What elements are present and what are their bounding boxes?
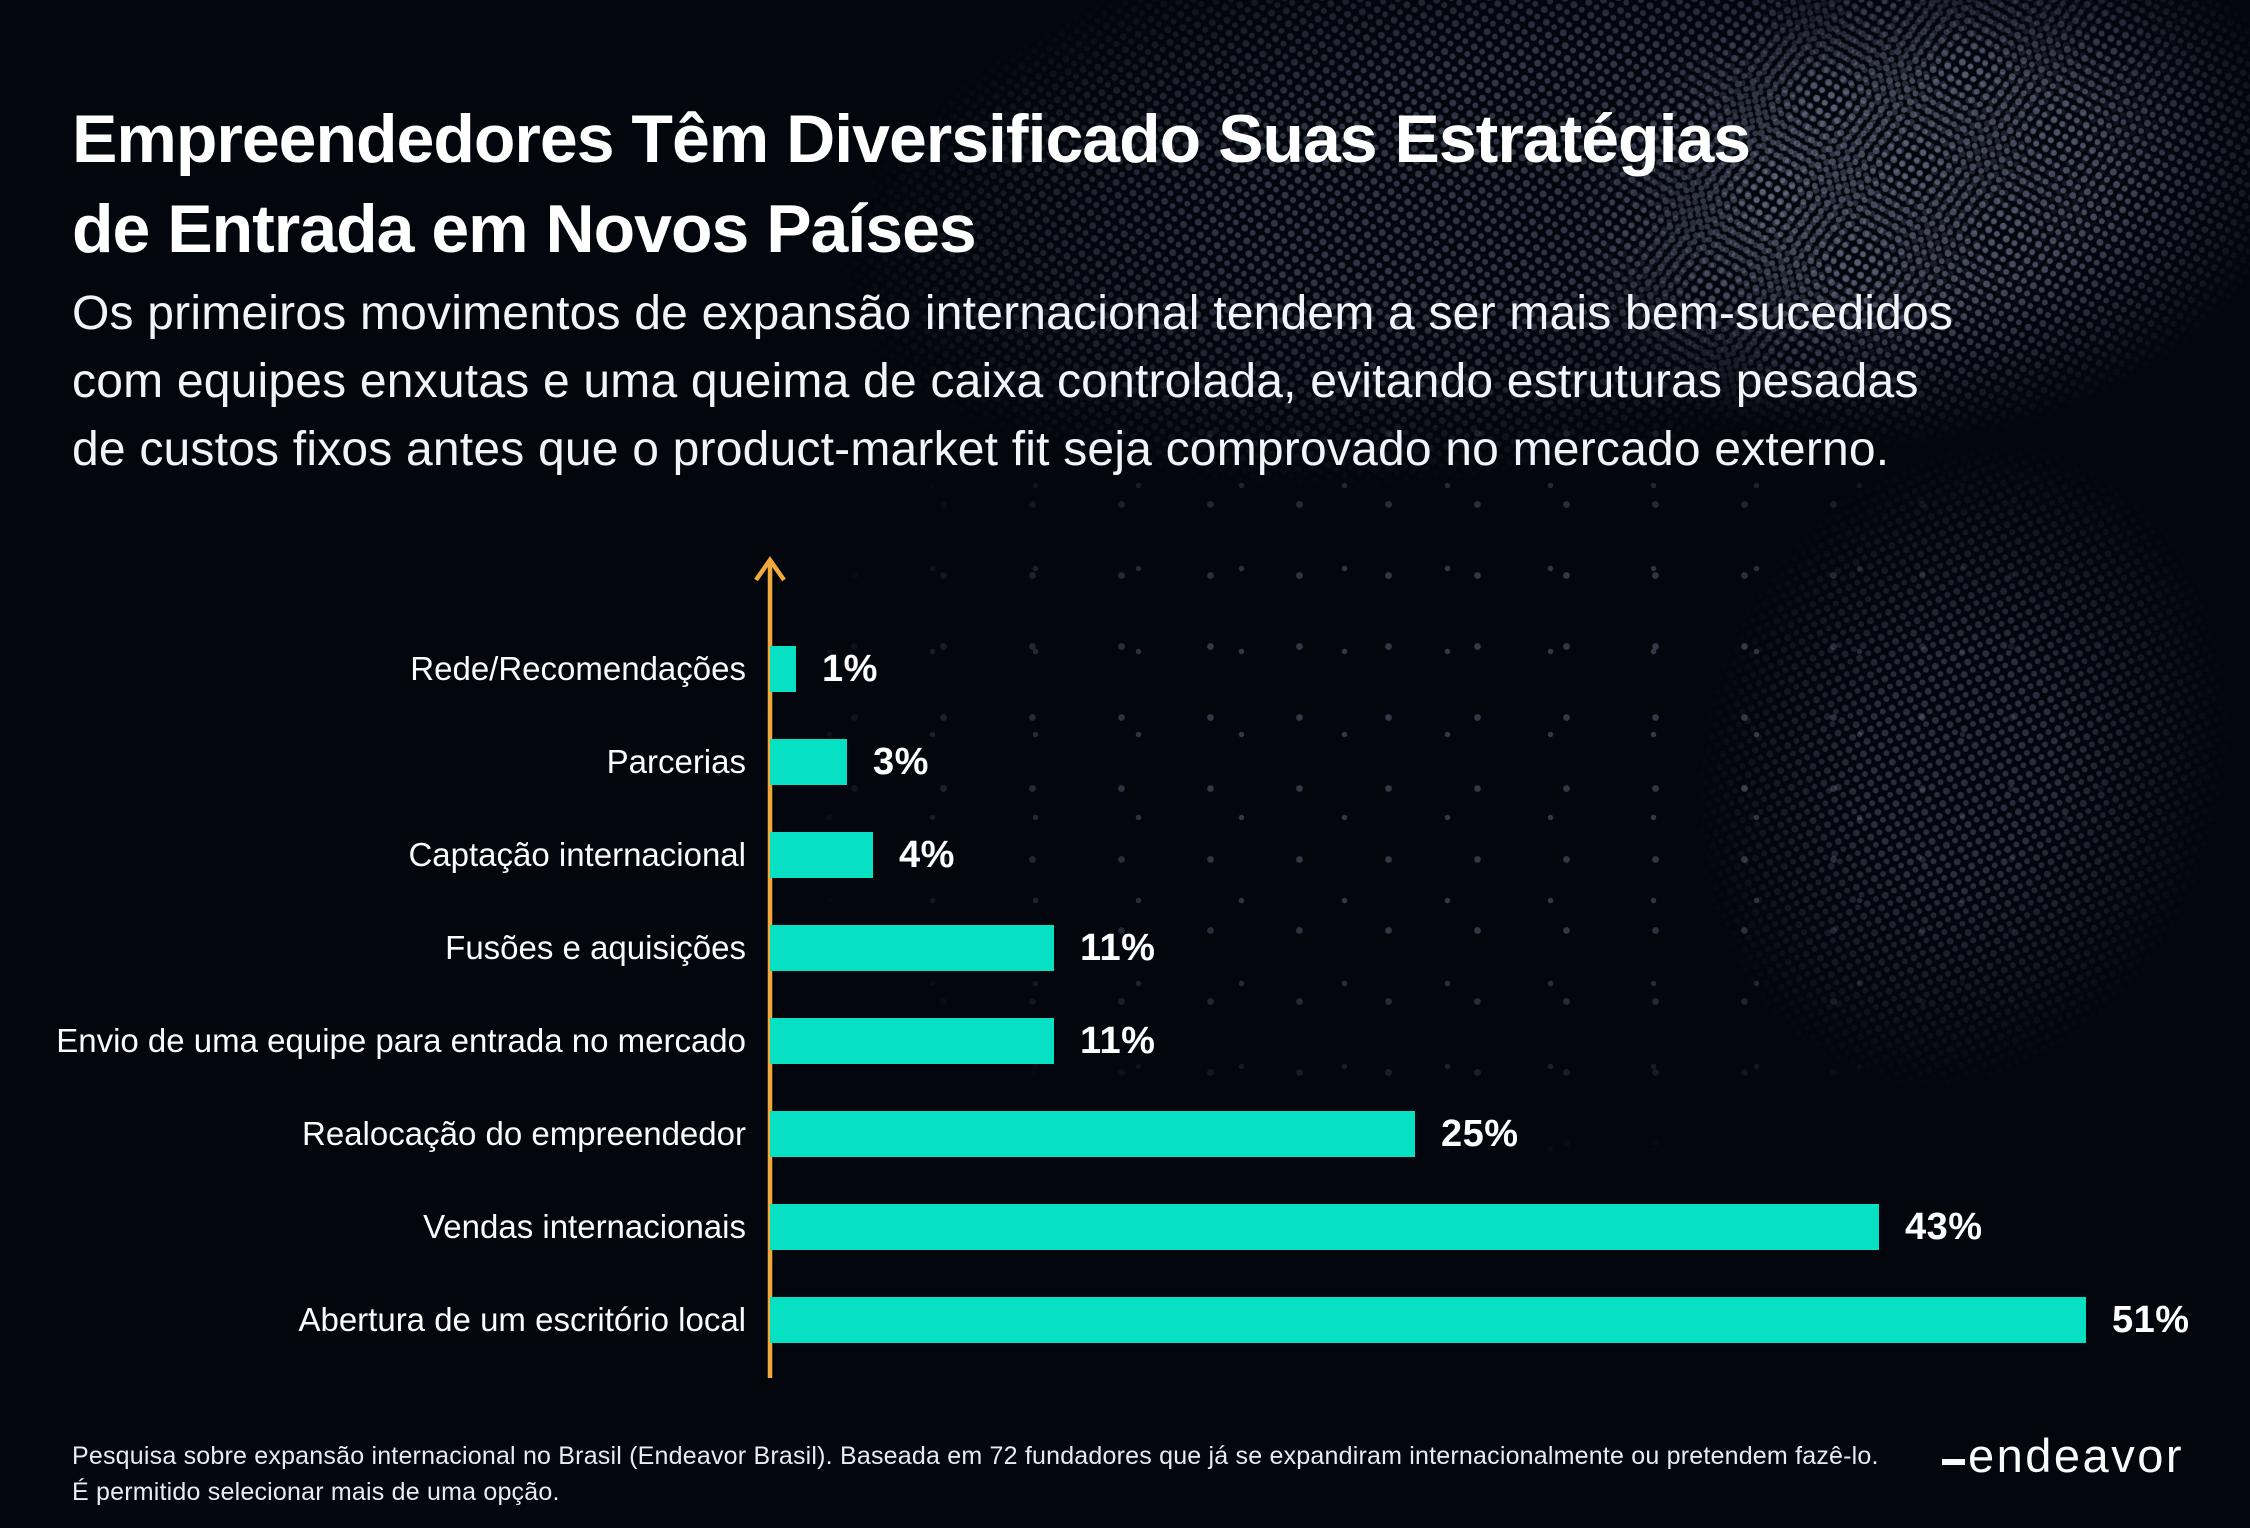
- value-label: 43%: [1905, 1205, 1983, 1248]
- bar-row: Vendas internacionais 43%: [0, 1204, 2250, 1250]
- bar: [770, 1204, 1879, 1250]
- value-label: 51%: [2112, 1298, 2190, 1341]
- bar: [770, 1018, 1054, 1064]
- bar-row: Fusões e aquisições 11%: [0, 925, 2250, 971]
- bar-row: Envio de uma equipe para entrada no merc…: [0, 1018, 2250, 1064]
- bar-row: Realocação do empreendedor 25%: [0, 1111, 2250, 1157]
- category-label: Envio de uma equipe para entrada no merc…: [56, 1022, 746, 1059]
- page-title: Empreendedores Têm Diversificado Suas Es…: [72, 94, 2172, 274]
- category-label: Realocação do empreendedor: [302, 1115, 746, 1152]
- bar: [770, 1297, 2086, 1343]
- value-label: 25%: [1441, 1112, 1519, 1155]
- header: Empreendedores Têm Diversificado Suas Es…: [72, 94, 2172, 484]
- value-label: 11%: [1080, 926, 1156, 969]
- bar-row: Abertura de um escritório local 51%: [0, 1297, 2250, 1343]
- source-note-line-1: Pesquisa sobre expansão internacional no…: [72, 1442, 1879, 1470]
- title-line-1: Empreendedores Têm Diversificado Suas Es…: [72, 101, 1751, 177]
- bar-row: Rede/Recomendações 1%: [0, 646, 2250, 692]
- bar: [770, 925, 1054, 971]
- category-label: Abertura de um escritório local: [298, 1301, 746, 1338]
- category-label: Rede/Recomendações: [410, 650, 746, 687]
- value-label: 4%: [899, 833, 955, 876]
- source-note-line-2: É permitido selecionar mais de uma opção…: [72, 1478, 560, 1506]
- bar: [770, 1111, 1415, 1157]
- endeavor-logo: endeavor: [1942, 1428, 2184, 1483]
- bar: [770, 646, 796, 692]
- subtitle: Os primeiros movimentos de expansão inte…: [72, 280, 2172, 484]
- category-label: Parcerias: [606, 743, 746, 780]
- category-label: Vendas internacionais: [423, 1208, 746, 1245]
- source-note: Pesquisa sobre expansão internacional no…: [72, 1438, 1879, 1510]
- logo-wordmark: endeavor: [1968, 1429, 2184, 1482]
- bar-row: Parcerias 3%: [0, 739, 2250, 785]
- bar: [770, 832, 873, 878]
- logo-dash-icon: [1942, 1458, 1965, 1465]
- subtitle-line-2: com equipes enxutas e uma queima de caix…: [72, 355, 1919, 408]
- bar-row: Captação internacional 4%: [0, 832, 2250, 878]
- title-line-2: de Entrada em Novos Países: [72, 191, 977, 267]
- value-label: 11%: [1080, 1019, 1156, 1062]
- subtitle-line-3: de custos fixos antes que o product-mark…: [72, 423, 1890, 476]
- value-label: 1%: [822, 647, 878, 690]
- category-label: Captação internacional: [408, 836, 746, 873]
- bar: [770, 739, 847, 785]
- subtitle-line-1: Os primeiros movimentos de expansão inte…: [72, 287, 1954, 340]
- value-label: 3%: [873, 740, 929, 783]
- category-label: Fusões e aquisições: [445, 929, 746, 966]
